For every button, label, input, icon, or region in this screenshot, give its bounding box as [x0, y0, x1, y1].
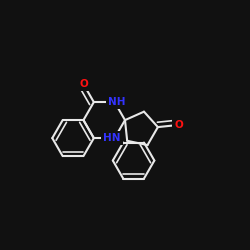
Text: NH: NH: [108, 97, 126, 107]
Text: HN: HN: [104, 133, 121, 143]
Text: O: O: [79, 79, 88, 89]
Text: O: O: [174, 120, 183, 130]
